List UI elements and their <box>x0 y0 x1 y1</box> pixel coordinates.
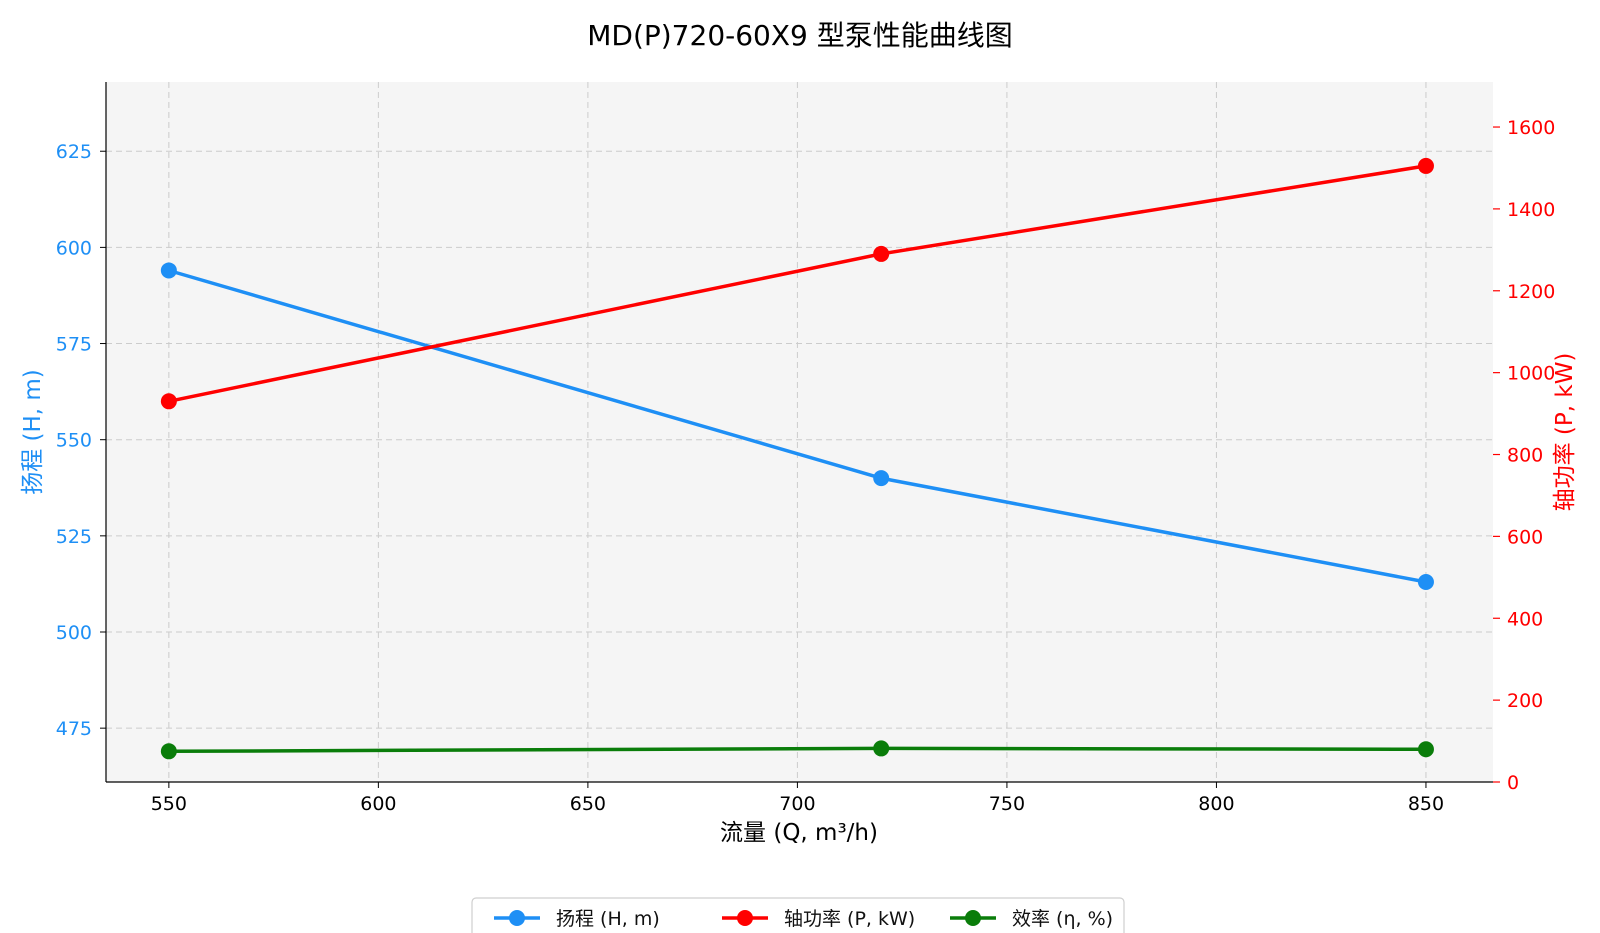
x-tick-label: 600 <box>360 793 396 815</box>
right-tick-label: 1600 <box>1507 117 1555 139</box>
data-point-1 <box>160 393 177 410</box>
data-point-0 <box>160 262 177 279</box>
data-point-2 <box>160 743 177 760</box>
legend-label: 扬程 (H, m) <box>556 908 660 930</box>
right-tick-label: 400 <box>1507 608 1543 630</box>
data-point-1 <box>1417 157 1434 174</box>
left-tick-label: 575 <box>56 334 92 356</box>
right-tick-label: 1200 <box>1507 281 1555 303</box>
x-tick-label: 800 <box>1198 793 1234 815</box>
data-point-2 <box>873 740 890 757</box>
plot-area <box>106 82 1493 782</box>
data-point-2 <box>1417 741 1434 758</box>
data-point-0 <box>1417 574 1434 590</box>
x-tick-label: 850 <box>1408 793 1444 815</box>
left-tick-label: 625 <box>56 141 92 163</box>
left-tick-label: 525 <box>56 526 92 548</box>
x-tick-label: 700 <box>779 793 815 815</box>
x-tick-label: 750 <box>989 793 1025 815</box>
legend-label: 轴功率 (P, kW) <box>784 908 915 930</box>
left-axis-ticks: 475 500 525 550 575 600 625 <box>56 141 106 740</box>
legend-swatch-marker <box>737 910 753 926</box>
right-tick-label: 1000 <box>1507 363 1555 385</box>
series-layer <box>160 157 1434 760</box>
x-axis-label: 流量 (Q, m³/h) <box>720 820 878 846</box>
legend-label: 效率 (η, %) <box>1012 908 1113 930</box>
x-tick-label: 550 <box>151 793 187 815</box>
left-tick-label: 500 <box>56 622 92 644</box>
legend-swatch-marker <box>965 910 981 926</box>
right-tick-label: 200 <box>1507 690 1543 712</box>
right-tick-label: 0 <box>1507 772 1519 794</box>
left-tick-label: 600 <box>56 237 92 259</box>
chart-title: MD(P)720-60X9 型泵性能曲线图 <box>587 19 1013 52</box>
left-tick-label: 475 <box>56 718 92 740</box>
legend-box <box>471 897 1125 933</box>
data-point-1 <box>873 245 890 262</box>
grid-lines <box>106 82 1493 782</box>
right-tick-label: 800 <box>1507 445 1543 467</box>
legend-swatch-marker <box>509 910 525 926</box>
x-axis-ticks: 550 600 650 700 750 800 850 <box>151 782 1444 815</box>
axes <box>105 82 1493 783</box>
x-tick-label: 650 <box>570 793 606 815</box>
legend: 扬程 (H, m) 轴功率 (P, kW) 效率 (η, %) <box>471 897 1125 933</box>
right-tick-label: 1400 <box>1507 199 1555 221</box>
left-axis-label: 扬程 (H, m) <box>20 369 46 495</box>
left-tick-label: 550 <box>56 430 92 452</box>
right-tick-label: 600 <box>1507 526 1543 548</box>
right-axis-ticks: 0 200 400 600 800 1000 1200 1400 1600 <box>1493 117 1555 794</box>
right-axis-label: 轴功率 (P, kW) <box>1552 353 1578 512</box>
data-point-0 <box>873 470 890 487</box>
